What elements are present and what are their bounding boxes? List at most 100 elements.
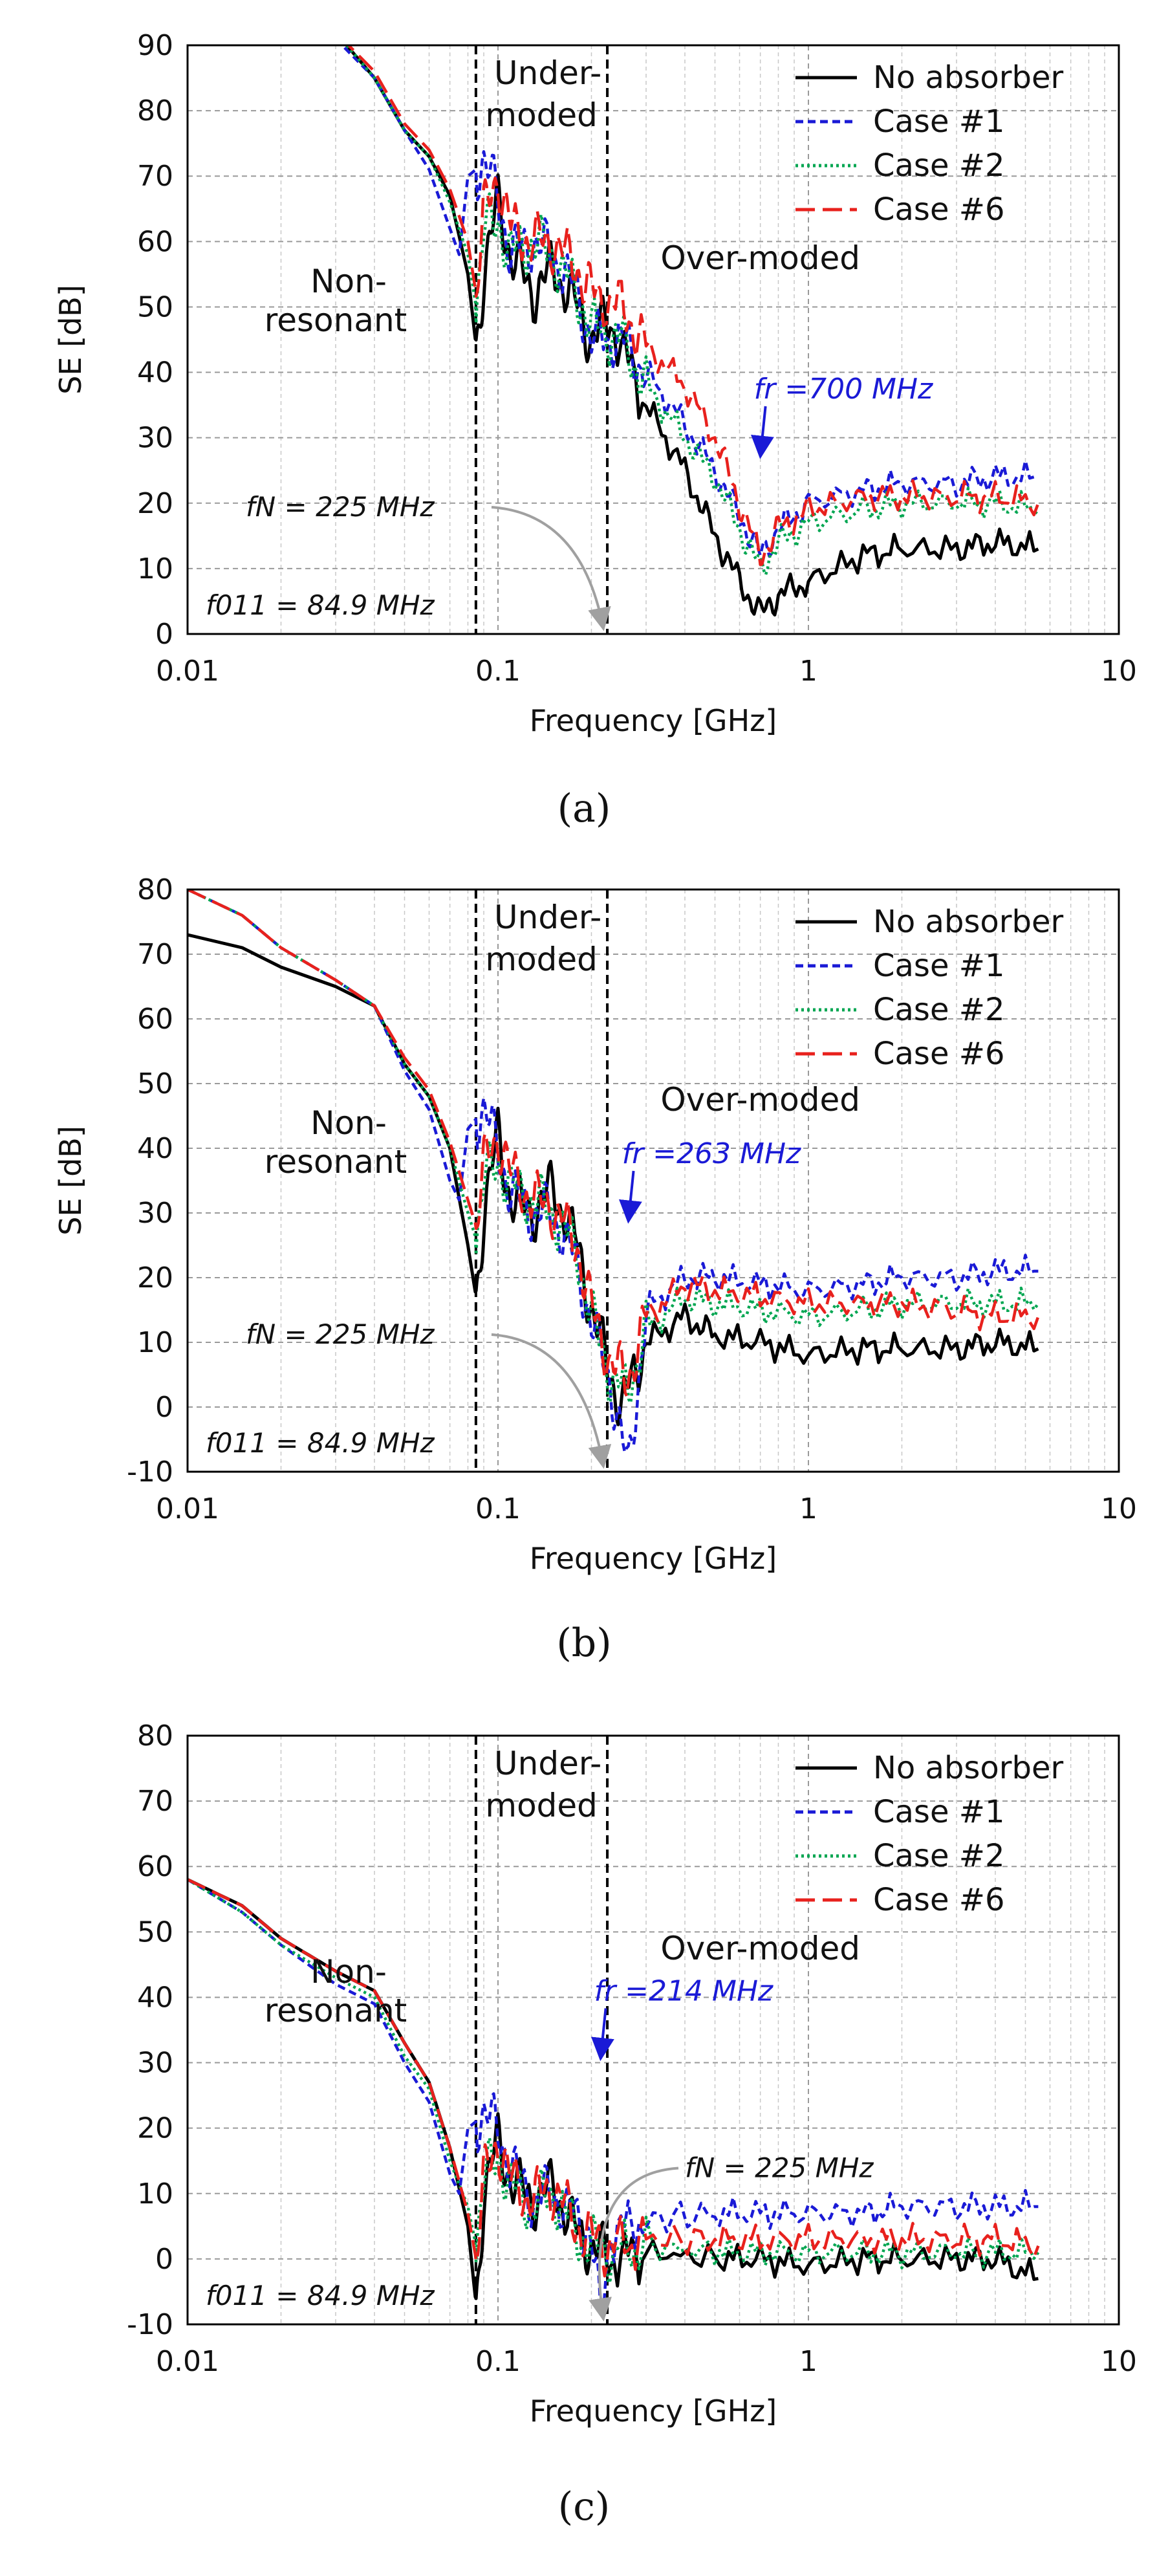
legend-entry: Case #6 [873, 1036, 1004, 1072]
series-line-case-2 [345, 45, 1040, 576]
non-resonant-label-line2: resonant [265, 301, 407, 339]
under-moded-label-line1: Under- [494, 1745, 601, 1782]
x-tick-label: 0.01 [156, 1492, 219, 1525]
non-resonant-label-line2: resonant [265, 1143, 407, 1181]
non-resonant-label-line1: Non- [310, 1953, 387, 1991]
x-tick-label: 1 [799, 655, 817, 688]
x-tick-label: 0.1 [475, 1492, 521, 1525]
y-tick-label: 10 [137, 552, 173, 585]
fN-arrow [589, 2167, 679, 2322]
y-tick-label: 30 [137, 2047, 173, 2080]
fr-annotation: fr =214 MHz [594, 1975, 773, 2008]
panel-caption: (c) [558, 2484, 610, 2529]
under-moded-label-line2: moded [485, 941, 598, 978]
y-tick-label: 50 [137, 1916, 173, 1948]
x-axis-label: Frequency [GHz] [530, 703, 777, 738]
fN-annotation: fN = 225 MHz [246, 491, 435, 523]
x-tick-label: 1 [799, 1492, 817, 1525]
fr-annotation: fr =263 MHz [622, 1137, 801, 1170]
x-tick-label: 10 [1101, 655, 1137, 688]
x-axis-label: Frequency [GHz] [530, 1541, 777, 1576]
fN-arrow [491, 1333, 612, 1469]
y-tick-label: 40 [137, 356, 173, 389]
x-axis-label: Frequency [GHz] [530, 2394, 777, 2429]
fN-arrow [491, 506, 611, 631]
y-tick-label: -10 [127, 1456, 173, 1489]
plot-frame [186, 1734, 1120, 2326]
y-tick-label: 20 [137, 2112, 173, 2145]
fN-annotation: fN = 225 MHz [246, 1318, 435, 1350]
under-moded-label-line1: Under- [494, 899, 601, 936]
f011-annotation: f011 = 84.9 MHz [206, 589, 435, 621]
non-resonant-label-line2: resonant [265, 1992, 407, 2029]
y-tick-label: 0 [155, 1391, 173, 1424]
series-line-case-1 [188, 1878, 1039, 2314]
over-moded-label: Over-moded [660, 1081, 860, 1119]
under-moded-label-line2: moded [485, 96, 598, 134]
y-tick-label: 20 [137, 487, 173, 520]
legend-entry: Case #1 [873, 1794, 1004, 1830]
f011-annotation: f011 = 84.9 MHz [206, 1427, 435, 1459]
chart-panel-c: -10 0 10 20 30 40 50 60 70 80 0.01 0.1 1 10 Frequency … [127, 1719, 1137, 2529]
legend-entry: No absorber [873, 904, 1064, 940]
y-tick-label: 30 [137, 1197, 173, 1230]
series-group [188, 890, 1040, 1454]
legend-entry: No absorber [873, 60, 1064, 96]
series-line-no-absorber [188, 933, 1039, 1426]
under-moded-label-line1: Under- [494, 54, 601, 92]
y-tick-label: 70 [137, 938, 173, 971]
legend-entry: No absorber [873, 1750, 1064, 1786]
x-tick-label: 10 [1101, 1492, 1137, 1525]
over-moded-label: Over-moded [660, 239, 860, 277]
y-tick-label: 10 [137, 2178, 173, 2210]
panel-caption: (a) [557, 786, 611, 831]
legend-entry: Case #2 [873, 992, 1004, 1028]
fr-arrow [618, 1170, 642, 1224]
series-line-case-6 [346, 45, 1040, 567]
x-tick-label: 0.01 [156, 655, 219, 688]
series-group [340, 45, 1040, 617]
y-tick-label: 90 [137, 29, 173, 62]
x-tick-label: 10 [1101, 2345, 1137, 2378]
series-line-case-2 [188, 1878, 1040, 2285]
y-tick-label: 70 [137, 160, 173, 193]
y-tick-label: 70 [137, 1785, 173, 1818]
y-tick-label: 40 [137, 1132, 173, 1165]
plot-frame [186, 888, 1120, 1473]
fr-arrow [751, 406, 774, 459]
y-tick-label: 60 [137, 225, 173, 258]
legend-entry: Case #2 [873, 1838, 1004, 1874]
chart-panel-b: -10 0 10 20 30 40 50 60 70 80 0.01 0.1 1 10 Frequency … [53, 873, 1137, 1666]
series-group [188, 1878, 1040, 2314]
plot-frame [186, 44, 1120, 635]
legend-entry: Case #1 [873, 104, 1004, 140]
fr-arrow [590, 2008, 614, 2062]
series-line-case-6 [188, 1878, 1040, 2278]
panel-caption: (b) [556, 1621, 611, 1666]
series-line-case-1 [340, 45, 1039, 558]
y-axis-label: SE [dB] [53, 285, 88, 395]
y-tick-label: 40 [137, 1981, 173, 2014]
y-tick-label: 60 [137, 1003, 173, 1036]
y-tick-label: 50 [137, 1067, 173, 1100]
y-tick-label: 10 [137, 1326, 173, 1359]
over-moded-label: Over-moded [660, 1930, 860, 1967]
fr-annotation: fr =700 MHz [754, 373, 933, 406]
series-line-case-6 [188, 890, 1040, 1398]
y-tick-label: 60 [137, 1850, 173, 1883]
x-tick-label: 0.1 [475, 655, 521, 688]
y-tick-label: 80 [137, 94, 173, 127]
y-tick-label: 0 [155, 618, 173, 651]
y-axis-label: SE [dB] [53, 1126, 88, 1236]
chart-panel-a: 0 10 20 30 40 50 60 70 80 90 0.01 0.1 1 10 Frequency [… [53, 29, 1137, 831]
x-tick-label: 1 [799, 2345, 817, 2378]
legend-entry: Case #2 [873, 147, 1004, 184]
y-tick-label: -10 [127, 2308, 173, 2341]
under-moded-label-line2: moded [485, 1787, 598, 1824]
y-tick-label: 80 [137, 1719, 173, 1752]
y-tick-label: 50 [137, 290, 173, 323]
fN-annotation: fN = 225 MHz [685, 2152, 874, 2184]
legend-entry: Case #1 [873, 948, 1004, 984]
legend-entry: Case #6 [873, 1882, 1004, 1918]
